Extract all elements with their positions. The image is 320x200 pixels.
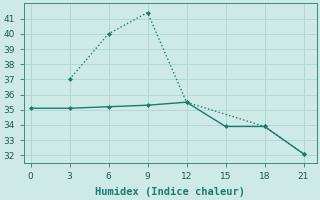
X-axis label: Humidex (Indice chaleur): Humidex (Indice chaleur): [95, 186, 245, 197]
